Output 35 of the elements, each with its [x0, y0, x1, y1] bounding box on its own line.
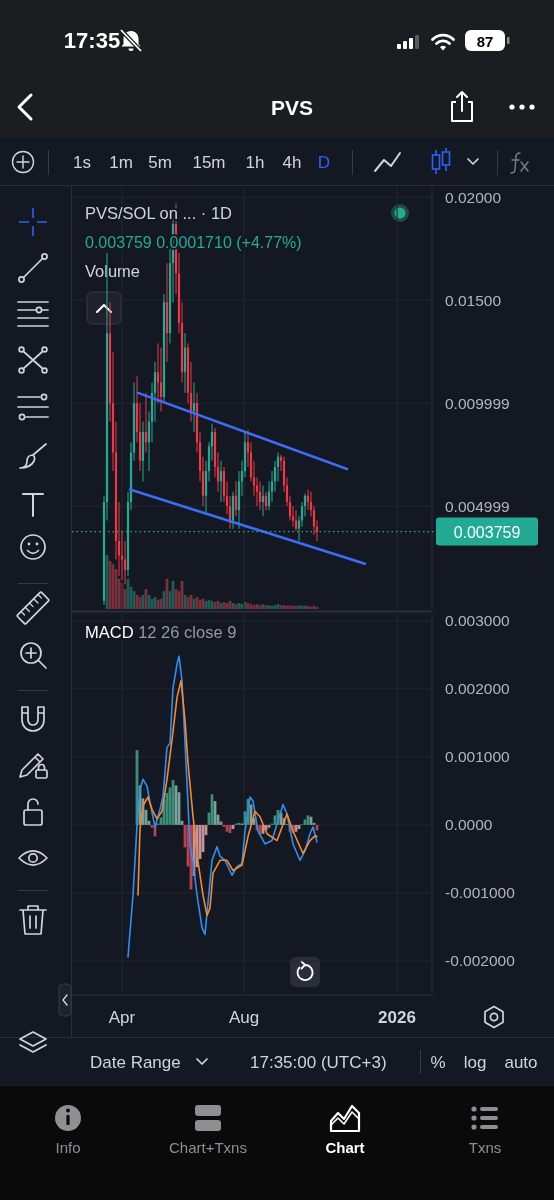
text: auto	[504, 1052, 538, 1072]
y-tick-label: 0.009999	[445, 394, 510, 412]
text: 1s	[73, 152, 91, 172]
y-tick-label: -0.001000	[445, 884, 516, 902]
text: 5m	[148, 152, 172, 172]
text: Chart	[325, 1138, 365, 1156]
x-tick-label: 2026	[378, 1007, 416, 1027]
y-tick-label: 0.003000	[445, 612, 511, 630]
text: 4h	[282, 152, 302, 172]
ref-line-label: 0.003759	[453, 523, 521, 541]
text: Txns	[468, 1138, 502, 1156]
text: 1m	[109, 152, 133, 172]
text: 87	[476, 32, 494, 49]
text: log	[463, 1052, 487, 1072]
text: PVS	[270, 95, 314, 119]
text: MACD 12 26 close 9	[85, 623, 237, 641]
y-tick-label: 0.001000	[445, 748, 511, 766]
y-tick-label: 0.02000	[445, 188, 502, 206]
text: 17:35:00 (UTC+3)	[250, 1052, 387, 1072]
y-tick-label: 0.01500	[445, 291, 502, 309]
text: 15m	[192, 152, 226, 172]
y-tick-label: -0.002000	[445, 952, 516, 970]
y-tick-label: 0.0000	[445, 816, 493, 834]
y-tick-label: 0.002000	[445, 680, 511, 698]
x-tick-label: Apr	[108, 1007, 136, 1027]
text: 17:35	[63, 27, 121, 53]
text: Date Range	[90, 1052, 181, 1072]
y-tick-label: 0.004999	[445, 497, 510, 515]
text: Chart+Txns	[169, 1138, 247, 1156]
text: %	[430, 1052, 446, 1072]
text: Info	[55, 1138, 81, 1156]
x-tick-label: Aug	[228, 1007, 260, 1027]
chart-title: Volume	[85, 262, 141, 280]
text: D	[317, 152, 331, 172]
text: 1h	[245, 152, 265, 172]
